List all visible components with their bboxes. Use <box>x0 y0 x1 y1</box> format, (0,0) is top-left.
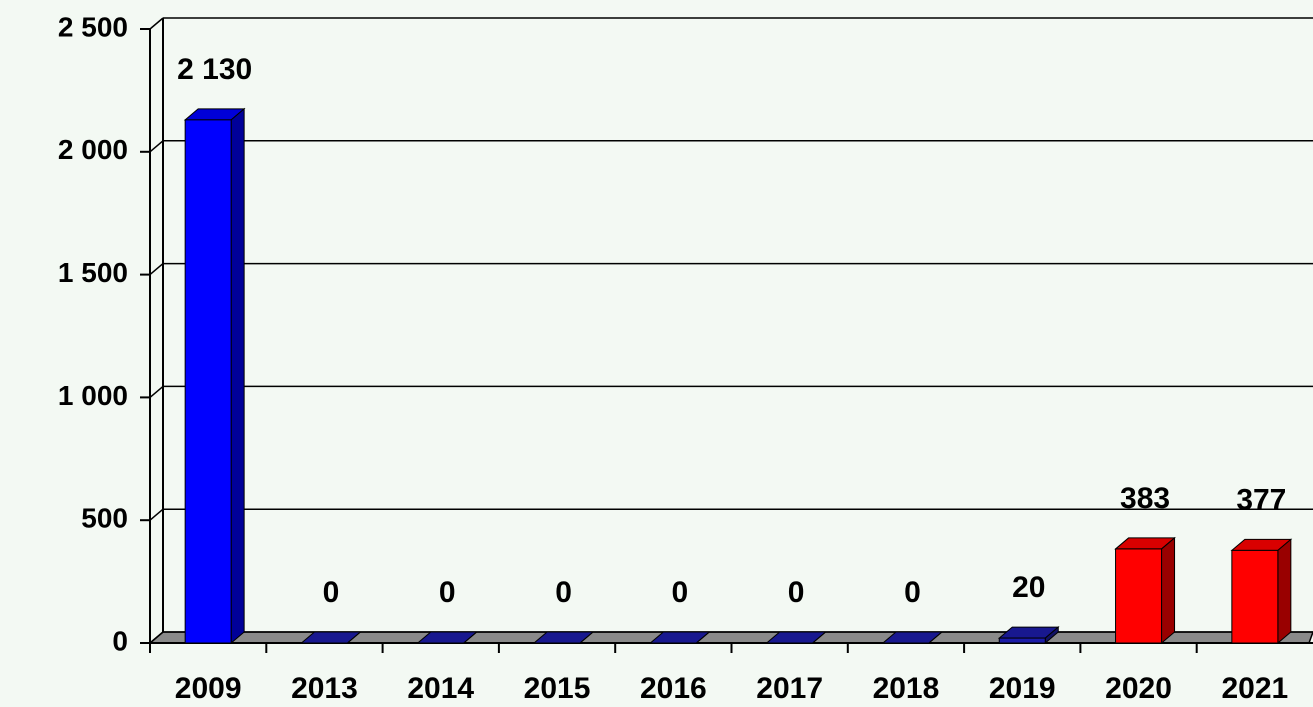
y-tick-label: 0 <box>112 625 128 656</box>
data-label: 20 <box>1012 571 1045 604</box>
bar-side <box>696 631 710 644</box>
x-tick-label: 2019 <box>989 672 1056 705</box>
bar <box>1115 548 1163 644</box>
bar-side <box>1277 538 1292 645</box>
x-tick-label: 2009 <box>175 672 242 705</box>
data-label: 377 <box>1236 483 1286 516</box>
y-tick-label: 2 000 <box>58 134 128 165</box>
bar <box>184 119 232 644</box>
x-tick-label: 2021 <box>1221 672 1288 705</box>
grid-diagonal <box>149 263 164 276</box>
bar <box>998 637 1046 644</box>
bar <box>1231 549 1279 644</box>
data-label: 0 <box>323 576 340 609</box>
x-tick-label: 2020 <box>1105 672 1172 705</box>
grid-diagonal <box>149 508 164 521</box>
y-tick-label: 1 500 <box>58 257 128 288</box>
y-tick-label: 2 500 <box>58 11 128 42</box>
data-label: 0 <box>788 576 805 609</box>
bar-side <box>463 631 478 644</box>
x-tick-label: 2017 <box>756 672 823 705</box>
x-tick-label: 2014 <box>407 672 474 705</box>
bar-side <box>347 631 361 644</box>
x-tick-label: 2016 <box>640 672 707 705</box>
x-tick-label: 2018 <box>873 672 940 705</box>
y-tick-label: 1 000 <box>58 380 128 411</box>
grid-diagonal <box>149 385 164 398</box>
grid-diagonal <box>149 17 164 30</box>
data-label: 0 <box>555 576 572 609</box>
data-label: 0 <box>904 576 921 609</box>
data-label: 2 130 <box>177 53 252 86</box>
grid-diagonal <box>149 631 164 644</box>
data-label: 0 <box>439 576 456 609</box>
data-label: 0 <box>672 576 689 609</box>
bar-side <box>1161 536 1176 645</box>
bar-side <box>928 631 943 644</box>
y-tick-label: 500 <box>81 503 128 534</box>
x-tick-label: 2013 <box>291 672 358 705</box>
bar-side <box>230 107 245 645</box>
bar-side <box>579 631 594 644</box>
grid-diagonal <box>149 140 164 153</box>
bar-side <box>812 631 826 644</box>
x-tick-label: 2015 <box>524 672 591 705</box>
data-label: 383 <box>1120 482 1170 515</box>
